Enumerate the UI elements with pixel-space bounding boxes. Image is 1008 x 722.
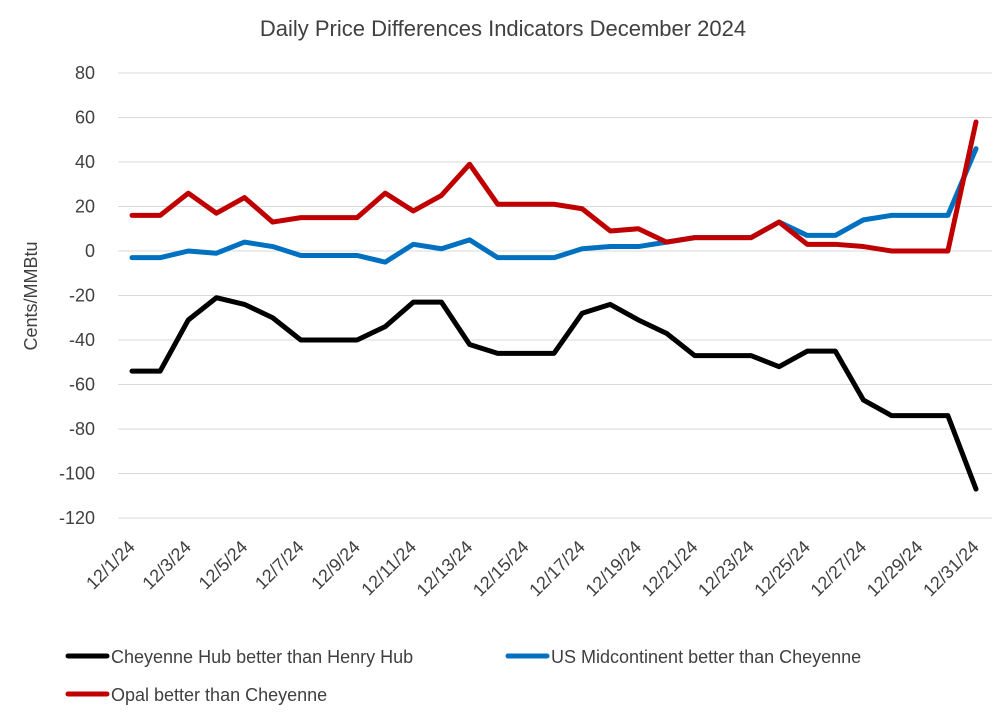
x-tick-label: 12/21/24 [638, 537, 702, 601]
y-tick-label: -80 [69, 419, 95, 439]
y-tick-label: 80 [75, 63, 95, 83]
y-tick-label: -120 [59, 508, 95, 528]
x-tick-label: 12/9/24 [307, 537, 364, 594]
x-tick-label: 12/25/24 [750, 537, 814, 601]
x-tick-label: 12/23/24 [694, 537, 758, 601]
legend: Cheyenne Hub better than Henry Hub US Mid… [65, 647, 861, 705]
y-tick-label: -40 [69, 330, 95, 350]
series-line-3 [129, 119, 979, 254]
legend-label: Cheyenne Hub better than Henry Hub [111, 647, 413, 667]
y-tick-label: -100 [59, 464, 95, 484]
x-tick-label: 12/11/24 [357, 537, 420, 600]
y-tick-label: 20 [75, 197, 95, 217]
x-tick-label: 12/27/24 [807, 537, 871, 601]
legend-label: Opal better than Cheyenne [111, 685, 327, 705]
y-tick-label: 0 [85, 241, 95, 261]
series-line-1 [129, 295, 979, 492]
x-tick-label: 12/15/24 [469, 537, 533, 601]
x-tick-label: 12/19/24 [582, 537, 646, 601]
chart-title: Daily Price Differences Indicators Decem… [260, 16, 746, 41]
y-tick-label: 60 [75, 108, 95, 128]
legend-label: US Midcontinent better than Cheyenne [551, 647, 861, 667]
y-tick-label: -20 [69, 286, 95, 306]
x-tick-labels: 12/1/24 12/3/24 12/5/24 12/7/24 12/9/2412/11… [82, 537, 983, 601]
x-tick-label: 12/3/24 [138, 537, 195, 594]
x-tick-label: 12/31/24 [919, 537, 983, 601]
y-tick-label: -60 [69, 375, 95, 395]
x-tick-label: 12/29/24 [863, 537, 927, 601]
y-axis-label: Cents/MMBtu [21, 241, 41, 350]
y-tick-label: 40 [75, 152, 95, 172]
y-tick-labels: -120 -100 -80 -60 -40 -20 0 20 40 60 80 [59, 63, 95, 528]
series-lines [129, 119, 979, 492]
series-line-2 [129, 146, 979, 265]
x-tick-label: 12/7/24 [251, 537, 308, 594]
x-tick-label: 12/17/24 [525, 537, 589, 601]
x-tick-label: 12/5/24 [195, 537, 252, 594]
x-tick-label: 12/1/24 [82, 537, 139, 594]
x-tick-label: 12/13/24 [413, 537, 477, 601]
gridlines [118, 72, 992, 519]
